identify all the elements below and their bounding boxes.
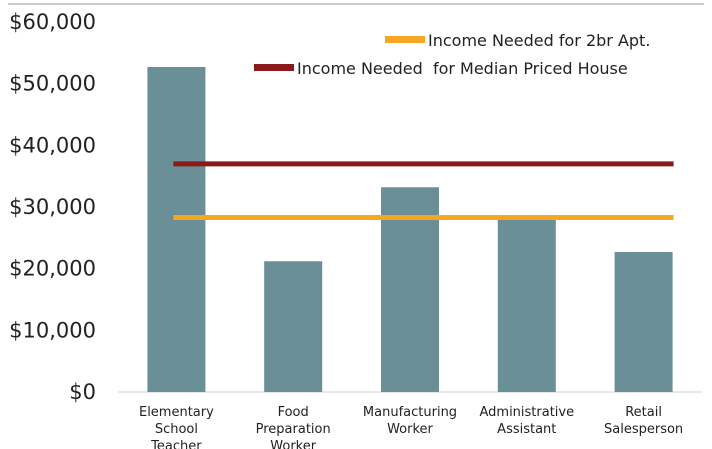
bars	[147, 67, 673, 393]
x-tick-label-line: Food	[278, 405, 309, 420]
bar	[497, 219, 556, 392]
y-tick-label: $0	[69, 380, 96, 404]
x-tick-label: Elementary School Teacher	[139, 405, 214, 449]
x-tick-label: Retail Salesperson	[604, 405, 683, 437]
legend-swatch	[254, 64, 294, 71]
x-tick-label-line: Worker	[270, 439, 316, 449]
x-tick-label-line: Elementary	[139, 405, 214, 420]
x-tick-label-line: Manufacturing	[363, 405, 457, 420]
y-tick-label: $40,000	[9, 133, 96, 157]
x-tick-label-line: Assistant	[497, 422, 556, 437]
bar	[147, 67, 206, 393]
x-tick-label: Administrative Assistant	[479, 405, 574, 437]
x-tick-label-line: Salesperson	[604, 422, 683, 437]
x-tick-label: Manufacturing Worker	[363, 405, 457, 437]
reference-lines	[173, 161, 674, 220]
x-tick-label-line: School	[155, 422, 198, 437]
y-axis: $0 $10,000 $20,000 $30,000 $40,000 $50,000 $60…	[9, 10, 96, 404]
x-axis: Elementary School Teacher Food Preparation Wo…	[139, 405, 683, 449]
legend-label: Income Needed for 2br Apt.	[428, 31, 650, 50]
y-tick-label: $60,000	[9, 10, 96, 34]
x-tick-label-line: Administrative	[479, 405, 574, 420]
y-tick-label: $30,000	[9, 195, 96, 219]
legend: Income Needed for 2br Apt. Income Needed …	[254, 31, 650, 78]
legend-label: Income Needed for Median Priced House	[297, 59, 628, 78]
bar	[264, 261, 323, 392]
bar	[614, 252, 673, 392]
x-tick-label: Food Preparation Worker	[256, 405, 331, 449]
y-tick-label: $50,000	[9, 72, 96, 96]
y-tick-label: $20,000	[9, 257, 96, 281]
x-tick-label-line: Retail	[625, 405, 662, 420]
x-tick-label-line: Worker	[387, 422, 433, 437]
x-tick-label-line: Teacher	[150, 439, 202, 449]
x-tick-label-line: Preparation	[256, 422, 331, 437]
y-tick-label: $10,000	[9, 318, 96, 342]
bar	[381, 187, 439, 392]
legend-swatch	[385, 36, 425, 43]
